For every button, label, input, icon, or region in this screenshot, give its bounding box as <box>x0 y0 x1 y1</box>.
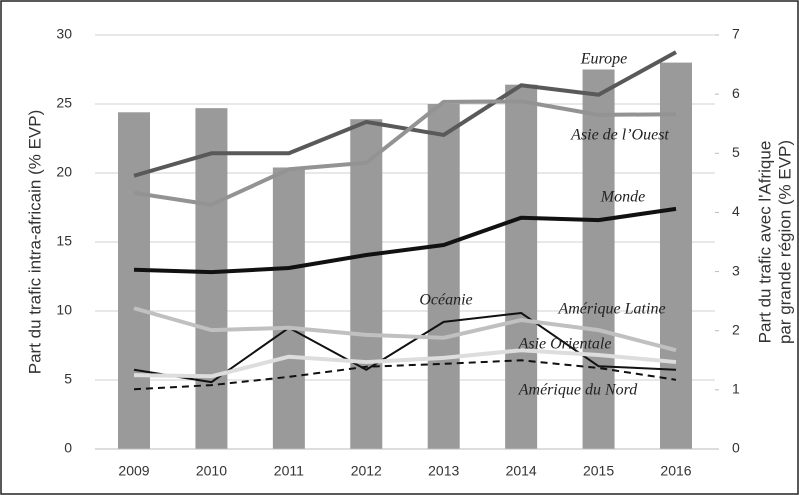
bar <box>272 167 305 450</box>
y-tick-label: 20 <box>56 164 72 180</box>
y2-tick-label: 0 <box>732 440 740 456</box>
y2-tick-label: 7 <box>732 26 740 42</box>
bar <box>582 69 615 449</box>
x-tick-label: 2011 <box>274 463 304 479</box>
x-tick-label: 2012 <box>351 463 382 479</box>
y2-axis-title: par grande région (% EVP) <box>775 140 794 344</box>
series-label: Océanie <box>419 292 472 309</box>
bar <box>427 104 460 449</box>
series-line <box>133 348 677 379</box>
x-tick-label: 2013 <box>428 463 459 479</box>
x-tick-label: 2010 <box>196 463 227 479</box>
y-axis-title: Part du trafic intra-africain (% EVP) <box>25 110 44 375</box>
y-tick-label: 10 <box>56 302 72 318</box>
series-label: Europe <box>580 51 628 68</box>
series-line <box>133 50 677 178</box>
x-tick-label: 2015 <box>583 463 614 479</box>
series-label: Amérique du Nord <box>518 382 639 399</box>
y-tick-label: 0 <box>64 440 72 456</box>
y2-tick-label: 3 <box>732 262 740 278</box>
y2-tick-label: 5 <box>732 144 740 160</box>
y-tick-label: 25 <box>56 95 72 111</box>
bar <box>118 112 150 449</box>
series-line <box>133 306 677 353</box>
y2-axis-title: Part du trafic avec l'Afrique <box>755 141 774 344</box>
bar <box>195 108 228 449</box>
series-line <box>133 206 677 275</box>
x-tick-label: 2009 <box>118 463 149 479</box>
y2-tick-label: 2 <box>732 321 740 337</box>
bar <box>660 62 692 449</box>
y2-tick-label: 1 <box>732 381 740 397</box>
y-tick-label: 15 <box>56 233 72 249</box>
y2-tick-label: 4 <box>732 203 740 219</box>
y2-tick-label: 6 <box>732 85 740 101</box>
bar <box>505 84 538 450</box>
series-line <box>133 99 677 207</box>
y-tick-label: 30 <box>56 26 72 42</box>
bar <box>350 119 383 450</box>
x-tick-label: 2016 <box>660 463 691 479</box>
series-line <box>133 359 677 391</box>
x-tick-label: 2014 <box>506 463 537 479</box>
series-label: Amérique Latine <box>557 301 665 318</box>
series-label: Asie Orientale <box>518 336 612 353</box>
y-tick-label: 5 <box>64 371 72 387</box>
series-label: Asie de l’Ouest <box>570 127 669 144</box>
series-label: Monde <box>600 189 645 206</box>
